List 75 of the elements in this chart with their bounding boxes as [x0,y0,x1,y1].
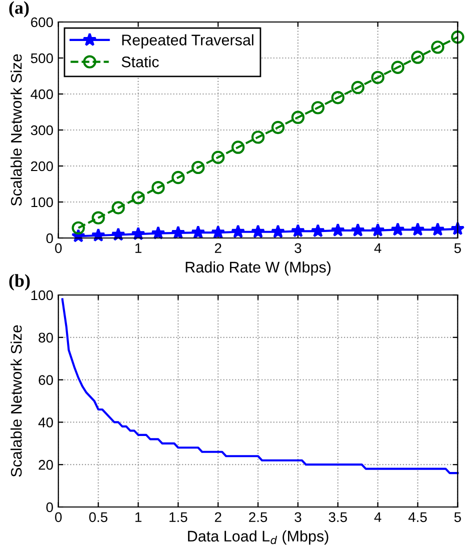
point [192,160,205,174]
point [72,221,85,235]
point [351,80,364,94]
point [131,226,146,240]
point [112,201,125,214]
x-tick-label: 3 [294,512,302,522]
point [430,222,445,236]
point [290,224,305,238]
x-tick-label: 1 [135,243,142,253]
legend-label: Repeated Traversal [122,34,254,48]
y-tick-label: 300 [30,125,53,136]
y-tick-label: 20 [38,460,53,470]
point [330,223,345,237]
point [391,60,404,74]
x-tick-label: 5 [454,243,461,254]
x-tick-label: 4.5 [408,512,427,522]
chart-title: (a) [9,1,29,18]
x-tick-label: 0 [55,243,62,254]
y-tick-label: 60 [38,375,53,385]
y-tick-label: 100 [31,197,53,208]
line-series [61,298,459,474]
point [410,222,425,236]
point [271,120,285,134]
x-axis-title: Data Load L$_{d}$ (Mbps) [188,530,328,545]
y-tick-label: 400 [30,89,53,100]
point [310,224,325,238]
y-tick-label: 600 [31,17,53,28]
point [211,150,225,164]
x-tick-label: 1.5 [170,512,188,522]
point [231,224,246,238]
y-tick-label: 200 [31,161,53,172]
point [231,140,245,154]
legend-label: Static [122,56,159,68]
point [191,225,206,239]
x-tick-label: 4 [374,243,382,253]
point [251,224,266,238]
point [211,225,226,239]
chart-title: (b) [9,274,30,291]
y-tick-label: 100 [31,290,53,300]
y-tick-label: 80 [38,332,53,343]
x-axis-title: Radio Rate W (Mbps) [186,261,331,276]
point [152,181,165,194]
point [270,224,285,238]
point [171,226,186,240]
point [331,91,344,104]
point [370,223,385,237]
y-axis-title: Scalable Network Size [10,54,22,206]
point [371,70,384,84]
point [151,226,166,240]
x-tick-label: 4 [374,512,382,522]
point [350,223,365,237]
point [431,40,444,54]
point [451,30,464,44]
x-tick-label: 0 [55,512,62,522]
point [311,101,325,114]
point [411,50,424,64]
x-tick-label: 2.5 [249,512,268,522]
y-tick-label: 0 [46,502,53,512]
y-axis-title: Scalable Network Size [10,325,22,477]
x-tick-label: 0.5 [89,512,108,522]
y-tick-label: 500 [30,53,53,64]
point [92,211,105,224]
x-tick-label: 1 [135,512,142,522]
x-tick-label: 3 [294,243,302,254]
y-tick-label: 0 [46,233,53,244]
x-tick-label: 5 [454,512,461,522]
y-tick-label: 40 [38,418,53,428]
point [251,130,265,144]
x-tick-label: 2 [214,512,222,522]
point [390,222,405,236]
point [132,191,145,204]
point [291,110,305,124]
x-tick-label: 2 [214,243,222,253]
x-tick-label: 3.5 [328,512,347,522]
point [172,170,185,184]
